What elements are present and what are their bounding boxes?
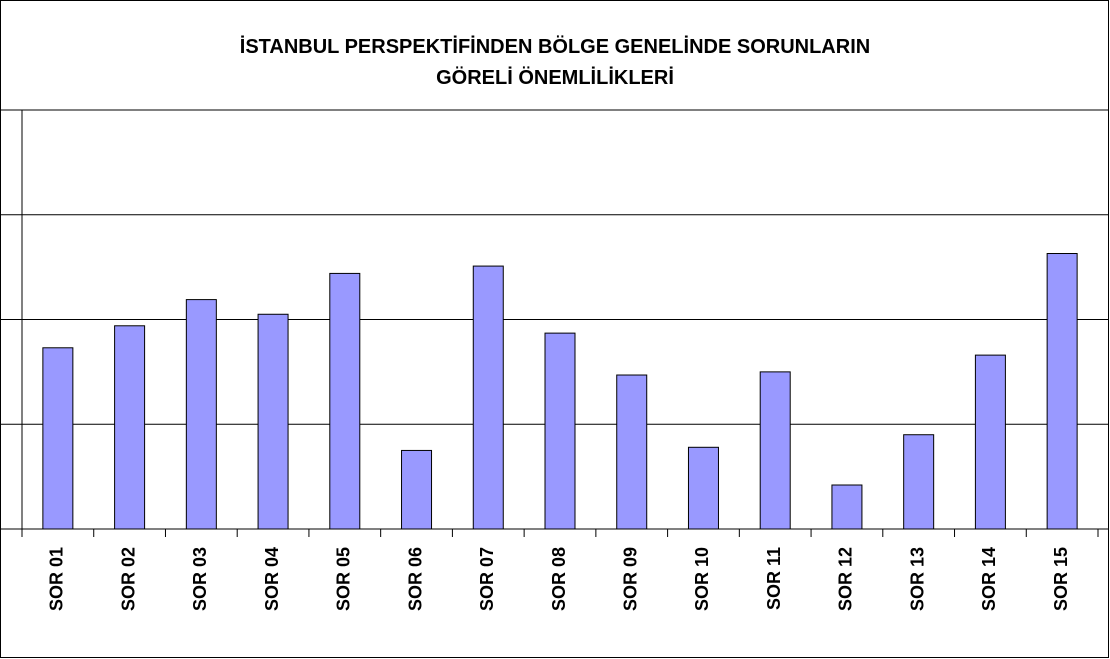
bar	[974, 354, 1006, 530]
x-tick-label: SOR 13	[907, 547, 927, 611]
bar	[544, 332, 576, 530]
x-tick-label: SOR 14	[979, 547, 999, 611]
bar	[329, 272, 361, 530]
x-tick-label: SOR 07	[477, 547, 497, 611]
x-tick-label: SOR 15	[1051, 547, 1071, 611]
chart-title: GÖRELİ ÖNEMLİLİKLERİ	[436, 66, 674, 89]
x-tick-label: SOR 06	[405, 547, 425, 611]
bar	[401, 449, 433, 530]
x-tick-label: SOR 08	[549, 547, 569, 611]
x-tick-label: SOR 04	[262, 547, 282, 611]
x-tick-label: SOR 03	[190, 547, 210, 611]
x-tick-label: SOR 01	[47, 547, 67, 611]
x-tick-label: SOR 12	[836, 547, 856, 611]
x-tick-label: SOR 11	[764, 547, 784, 610]
bar	[616, 374, 648, 530]
chart-title: İSTANBUL PERSPEKTİFİNDEN BÖLGE GENELİNDE…	[240, 35, 870, 58]
bar	[687, 446, 719, 530]
bar	[1046, 253, 1078, 530]
x-tick-label: SOR 10	[692, 547, 712, 611]
bar	[42, 347, 74, 530]
bar	[114, 325, 146, 530]
bar	[831, 484, 863, 530]
bar	[185, 299, 217, 530]
x-tick-label: SOR 05	[334, 547, 354, 611]
bar	[472, 265, 504, 530]
bar	[903, 434, 935, 530]
bar	[257, 313, 289, 530]
x-tick-label: SOR 09	[620, 547, 640, 611]
x-tick-label: SOR 02	[118, 547, 138, 611]
bar	[759, 371, 791, 530]
